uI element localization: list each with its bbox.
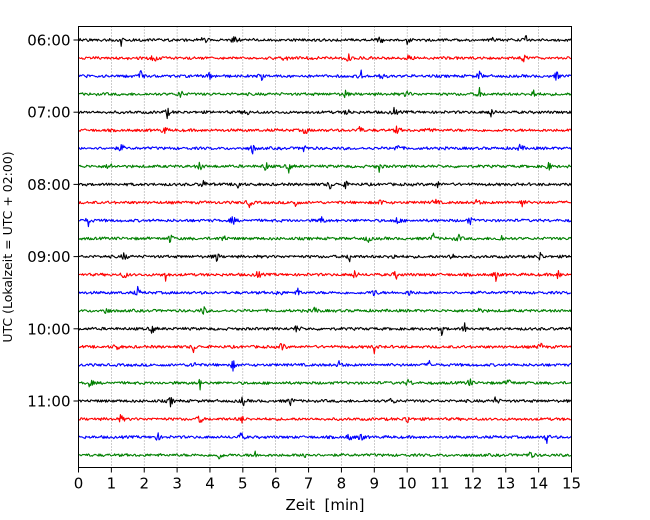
y-tick-label: 07:00 [27,104,70,122]
trace-line [78,232,572,244]
y-tick-label: 10:00 [27,320,70,338]
x-tick-label: 12 [463,475,482,493]
trace-line [78,285,572,297]
trace-line [78,106,572,120]
x-tick-label: 8 [337,475,347,493]
trace-line [78,396,572,408]
x-tick-label: 6 [271,475,281,493]
trace-line [78,251,572,263]
x-axis-title: Zeit [min] [285,496,364,514]
x-tick-label: 1 [107,475,117,493]
trace-line [78,359,572,372]
trace-line [78,322,572,337]
trace-line [78,143,572,155]
x-tick-label: 2 [139,475,149,493]
trace-line [78,378,572,391]
x-tick-label: 3 [172,475,182,493]
trace-line [78,306,573,315]
trace-line [78,270,572,282]
trace-line [78,35,572,47]
trace-lines [78,35,573,460]
x-tick-label: 0 [74,475,84,493]
trace-line [78,53,572,63]
x-tick-label: 9 [370,475,380,493]
trace-line [78,414,572,424]
y-tick-label: 06:00 [27,32,70,50]
x-tick-label: 4 [205,475,215,493]
trace-line [78,432,572,445]
trace-line [78,69,572,81]
y-tick-label: 09:00 [27,248,70,266]
trace-line [78,125,572,134]
y-axis-ticks: 06:00 07:00 08:00 09:00 10:00 11:00 [27,32,79,411]
y-tick-label: 11:00 [27,393,70,411]
x-tick-label: 11 [430,475,449,493]
trace-line [78,161,572,174]
x-axis-ticks: 0 1 2 3 4 5 6 7 8 9 10 11 12 13 14 15 [74,467,581,493]
trace-line [78,216,572,228]
x-tick-label: 10 [398,475,417,493]
trace-line [78,342,573,355]
trace-line [78,450,572,460]
trace-line [78,179,572,190]
plot-frame [78,26,572,468]
trace-line [78,86,572,99]
x-tick-label: 15 [562,475,581,493]
y-tick-label: 08:00 [27,176,70,194]
x-tick-label: 13 [496,475,515,493]
x-tick-label: 7 [304,475,314,493]
x-tick-label: 14 [529,475,548,493]
trace-line [78,198,572,209]
y-axis-title: UTC (Lokalzeit = UTC + 02:00) [0,151,15,342]
x-tick-label: 5 [238,475,248,493]
